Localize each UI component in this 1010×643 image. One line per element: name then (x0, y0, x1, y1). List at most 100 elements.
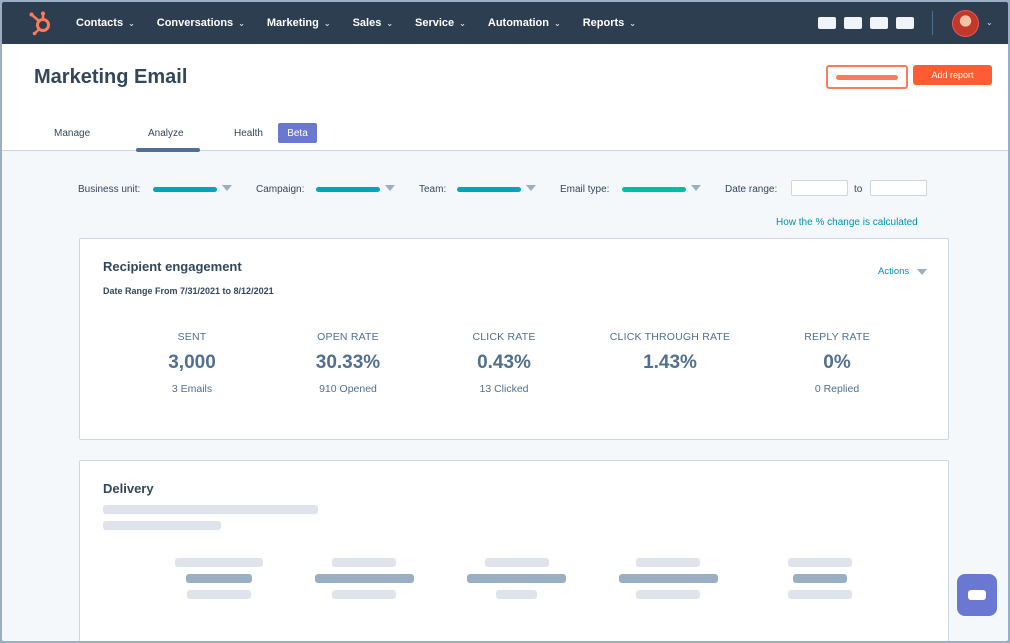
nav-divider (932, 11, 933, 35)
metric-value: 3,000 (168, 352, 216, 373)
delivery-card: Delivery (79, 460, 949, 641)
tab-analyze[interactable]: Analyze (148, 128, 184, 139)
chevron-down-icon: ⌄ (553, 18, 561, 28)
secondary-action-button[interactable] (826, 65, 908, 89)
skeleton-line (187, 590, 251, 599)
caret-down-icon[interactable] (526, 185, 536, 191)
tab-manage[interactable]: Manage (54, 128, 91, 139)
metric-label: SENT (177, 331, 207, 343)
actions-dropdown[interactable]: Actions (878, 266, 928, 277)
nav-item-reports[interactable]: Reports ⌄ (583, 17, 636, 29)
chevron-down-icon: ⌄ (459, 18, 466, 28)
nav-item-service[interactable]: Service ⌄ (415, 17, 466, 29)
caret-down-icon[interactable] (385, 185, 395, 191)
date-end-input[interactable] (870, 180, 927, 196)
beta-badge: Beta (278, 123, 317, 143)
metric-value: 0.43% (477, 352, 531, 373)
campaign-select[interactable] (316, 187, 380, 192)
skeleton-line (793, 574, 847, 583)
email-type-select[interactable] (622, 187, 686, 192)
nav-item-contacts[interactable]: Contacts ⌄ (76, 17, 135, 29)
skeleton-line (103, 505, 318, 514)
nav-item-marketing[interactable]: Marketing ⌄ (267, 17, 331, 29)
page-title: Marketing Email (34, 66, 188, 88)
skeleton-line (636, 558, 700, 567)
caret-down-icon (917, 268, 928, 275)
chevron-down-icon: ⌄ (238, 18, 245, 28)
metric-open-rate: OPEN RATE 30.33% 910 Opened (268, 331, 428, 395)
metric-value: 30.33% (315, 352, 381, 373)
nav-item-label: Sales (352, 17, 382, 29)
metric-reply-rate: REPLY RATE 0% 0 Replied (757, 331, 917, 395)
skeleton-line (103, 521, 221, 530)
date-to-label: to (854, 184, 863, 195)
nav-utility-button[interactable] (844, 17, 862, 29)
business-unit-label: Business unit: (78, 184, 141, 195)
skeleton-line (485, 558, 549, 567)
metric-value: 1.43% (643, 352, 697, 373)
nav-item-automation[interactable]: Automation ⌄ (488, 17, 561, 29)
date-range-label: Date range: (725, 184, 778, 195)
nav-utility-button[interactable] (870, 17, 888, 29)
skeleton-line (186, 574, 252, 583)
top-nav: Contacts ⌄ Conversations ⌄ Marketing ⌄ Sale… (2, 2, 1008, 44)
caret-down-icon[interactable] (222, 185, 232, 191)
skeleton-line (315, 574, 414, 583)
skeleton-line (332, 590, 396, 599)
nav-utility-button[interactable] (818, 17, 836, 29)
nav-item-label: Service (415, 17, 455, 29)
page-header: Marketing Email Add report Manage Analyz… (2, 44, 1008, 152)
metric-value: 0% (823, 352, 851, 373)
team-label: Team: (419, 184, 447, 195)
team-select[interactable] (457, 187, 521, 192)
nav-item-conversations[interactable]: Conversations ⌄ (157, 17, 245, 29)
chevron-down-icon[interactable]: ⌄ (986, 18, 993, 27)
metric-click-rate: CLICK RATE 0.43% 13 Clicked (424, 331, 584, 395)
avatar[interactable] (952, 10, 979, 37)
card-title: Recipient engagement (103, 259, 242, 274)
chevron-down-icon: ⌄ (323, 18, 331, 28)
skeleton-line (636, 590, 700, 599)
caret-down-icon[interactable] (691, 185, 701, 191)
skeleton-line (332, 558, 396, 567)
nav-items: Contacts ⌄ Conversations ⌄ Marketing ⌄ Sale… (76, 2, 658, 44)
nav-utility-button[interactable] (896, 17, 914, 29)
nav-item-label: Automation (487, 17, 549, 29)
filter-bar: Business unit: Campaign: Team: Email typ… (2, 180, 1008, 200)
nav-item-label: Contacts (76, 17, 124, 29)
skeleton-line (175, 558, 263, 567)
placeholder-bar (836, 74, 898, 80)
active-tab-indicator (136, 148, 200, 152)
metric-label: CLICK RATE (472, 331, 536, 343)
skeleton-line (496, 590, 537, 599)
actions-label: Actions (878, 266, 910, 277)
pct-change-link[interactable]: How the % change is calculated (776, 217, 918, 228)
chevron-down-icon: ⌄ (386, 18, 394, 28)
chat-widget-button[interactable] (957, 574, 997, 616)
add-report-button[interactable]: Add report (913, 65, 992, 85)
nav-item-label: Reports (582, 17, 625, 29)
skeleton-line (788, 590, 852, 599)
nav-item-label: Conversations (156, 17, 234, 29)
metric-subtext: 910 Opened (319, 383, 377, 395)
chevron-down-icon: ⌄ (629, 18, 636, 28)
metric-label: REPLY RATE (804, 331, 870, 343)
chevron-down-icon: ⌄ (128, 18, 135, 28)
email-type-label: Email type: (560, 184, 610, 195)
business-unit-select[interactable] (153, 187, 217, 192)
nav-item-sales[interactable]: Sales ⌄ (353, 17, 393, 29)
skeleton-line (619, 574, 718, 583)
metric-subtext: 3 Emails (171, 383, 213, 395)
recipient-engagement-card: Recipient engagement Date Range From 7/3… (79, 238, 949, 440)
metric-click-through-rate: CLICK THROUGH RATE 1.43% (590, 331, 750, 383)
nav-utility-buttons (818, 17, 922, 29)
campaign-label: Campaign: (256, 184, 305, 195)
card-title: Delivery (103, 481, 154, 496)
hubspot-logo-icon[interactable] (28, 10, 54, 36)
tab-health[interactable]: Health (234, 128, 263, 139)
date-start-input[interactable] (791, 180, 848, 196)
metric-label: OPEN RATE (317, 331, 379, 343)
metric-subtext: 0 Replied (814, 383, 860, 395)
metric-sent: SENT 3,000 3 Emails (112, 331, 272, 395)
